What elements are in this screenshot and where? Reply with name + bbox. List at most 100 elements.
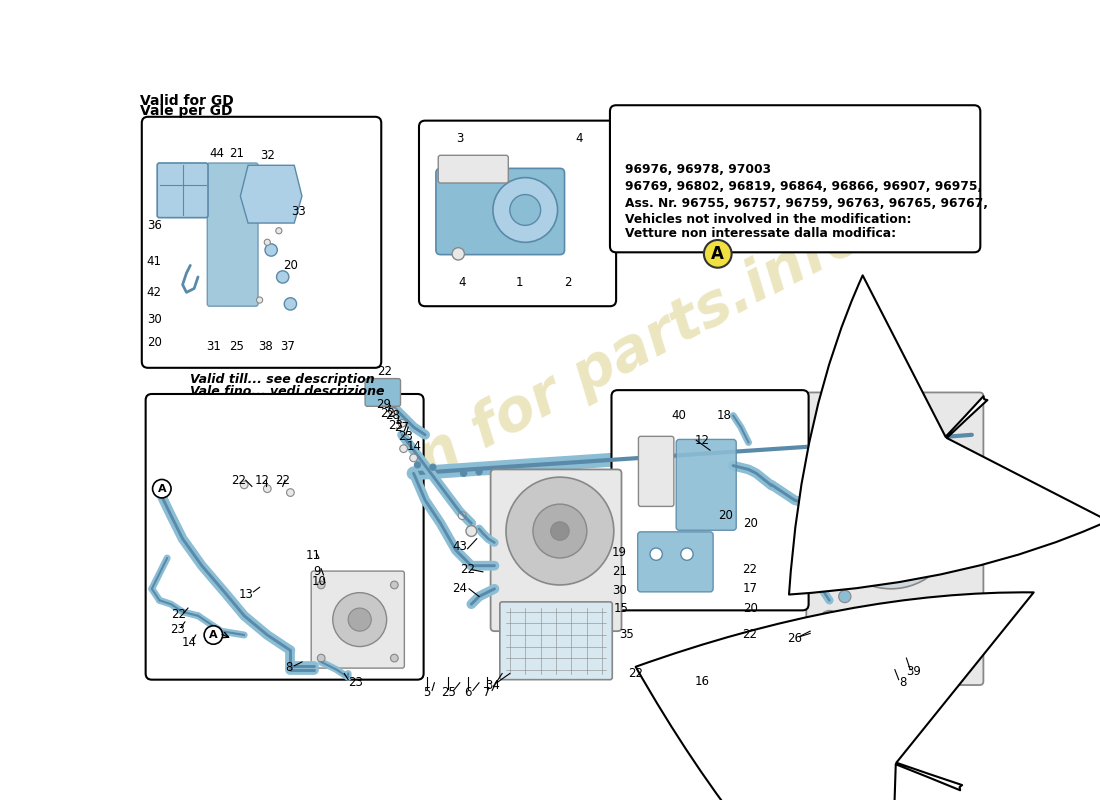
- Text: 12: 12: [254, 474, 270, 486]
- Text: 96769, 96802, 96819, 96864, 96866, 96907, 96975,: 96769, 96802, 96819, 96864, 96866, 96907…: [625, 180, 982, 194]
- Text: 26: 26: [788, 632, 802, 646]
- Text: Valid for GD: Valid for GD: [140, 94, 233, 108]
- Circle shape: [430, 464, 436, 470]
- Text: 96976, 96978, 97003: 96976, 96978, 97003: [625, 163, 771, 177]
- Text: 23: 23: [398, 430, 412, 443]
- Text: 22: 22: [275, 474, 290, 486]
- FancyBboxPatch shape: [491, 470, 622, 631]
- Text: 34: 34: [485, 678, 501, 691]
- Text: 11: 11: [306, 549, 321, 562]
- Text: Valid till... see description: Valid till... see description: [190, 374, 375, 386]
- Polygon shape: [842, 474, 895, 542]
- Circle shape: [256, 297, 263, 303]
- Text: 33: 33: [290, 205, 306, 218]
- Text: 43: 43: [452, 540, 468, 553]
- Circle shape: [493, 178, 558, 242]
- Text: 15: 15: [614, 602, 628, 614]
- Text: 30: 30: [612, 584, 627, 597]
- Circle shape: [318, 581, 326, 589]
- FancyBboxPatch shape: [638, 436, 674, 506]
- Text: 5: 5: [424, 686, 430, 699]
- Circle shape: [284, 298, 297, 310]
- Circle shape: [821, 610, 838, 629]
- Text: 35: 35: [619, 629, 635, 642]
- FancyBboxPatch shape: [438, 155, 508, 183]
- Text: Vale per GD: Vale per GD: [140, 104, 233, 118]
- Text: Vehicles not involved in the modification:: Vehicles not involved in the modificatio…: [625, 213, 912, 226]
- Text: 1: 1: [515, 276, 522, 289]
- Polygon shape: [241, 166, 301, 223]
- Text: 7: 7: [483, 686, 491, 699]
- Circle shape: [848, 630, 857, 640]
- Text: 32: 32: [260, 149, 275, 162]
- Text: 24: 24: [452, 582, 468, 595]
- Text: 22: 22: [231, 474, 246, 486]
- FancyBboxPatch shape: [609, 106, 980, 252]
- Text: 4: 4: [575, 132, 583, 145]
- Text: 23: 23: [349, 676, 363, 690]
- Text: 22: 22: [460, 563, 475, 576]
- Text: 22: 22: [742, 563, 758, 576]
- Text: 17: 17: [742, 582, 758, 595]
- Circle shape: [825, 458, 957, 589]
- Circle shape: [389, 408, 397, 415]
- FancyBboxPatch shape: [142, 117, 382, 368]
- Circle shape: [318, 654, 326, 662]
- Circle shape: [838, 590, 851, 602]
- Circle shape: [534, 504, 587, 558]
- Text: 22: 22: [377, 365, 393, 378]
- Text: A: A: [209, 630, 218, 640]
- Text: 8: 8: [285, 661, 293, 674]
- FancyBboxPatch shape: [207, 163, 258, 306]
- Circle shape: [466, 526, 476, 537]
- Text: 30: 30: [146, 313, 162, 326]
- Circle shape: [452, 248, 464, 260]
- Text: A: A: [712, 245, 724, 263]
- Text: 37: 37: [280, 340, 296, 353]
- Text: 20: 20: [283, 259, 298, 272]
- Text: 14: 14: [407, 440, 422, 453]
- FancyBboxPatch shape: [612, 390, 808, 610]
- Circle shape: [276, 228, 282, 234]
- Text: 44: 44: [210, 147, 224, 160]
- Circle shape: [205, 626, 222, 644]
- Text: 18: 18: [716, 409, 732, 422]
- Text: 21: 21: [612, 566, 627, 578]
- Text: passion for parts.info: passion for parts.info: [222, 205, 874, 588]
- Circle shape: [849, 481, 933, 566]
- Text: 8: 8: [899, 676, 906, 690]
- FancyBboxPatch shape: [436, 168, 564, 254]
- Circle shape: [276, 270, 289, 283]
- Circle shape: [681, 548, 693, 560]
- Text: 19: 19: [612, 546, 627, 559]
- FancyBboxPatch shape: [365, 378, 400, 406]
- FancyBboxPatch shape: [157, 163, 208, 218]
- Text: 20: 20: [742, 602, 758, 614]
- Text: 23: 23: [169, 623, 185, 636]
- Circle shape: [461, 470, 466, 476]
- Text: 14: 14: [182, 636, 196, 650]
- FancyBboxPatch shape: [676, 439, 736, 530]
- Text: 28: 28: [385, 409, 400, 422]
- Circle shape: [398, 419, 406, 427]
- Text: 10: 10: [311, 574, 327, 587]
- Text: 31: 31: [206, 340, 221, 353]
- Text: 2: 2: [564, 276, 571, 289]
- Circle shape: [333, 593, 387, 646]
- Circle shape: [264, 239, 271, 246]
- Text: Vale fino... vedi descrizione: Vale fino... vedi descrizione: [190, 385, 385, 398]
- FancyBboxPatch shape: [145, 394, 424, 680]
- Circle shape: [551, 522, 569, 540]
- FancyBboxPatch shape: [311, 571, 405, 668]
- Text: 42: 42: [146, 286, 162, 299]
- Text: 9: 9: [314, 565, 321, 578]
- Text: 6: 6: [464, 686, 471, 699]
- Circle shape: [286, 489, 295, 496]
- Text: 20: 20: [742, 517, 758, 530]
- Circle shape: [409, 454, 418, 462]
- Circle shape: [390, 654, 398, 662]
- Text: 16: 16: [695, 674, 710, 688]
- Circle shape: [240, 481, 248, 489]
- FancyBboxPatch shape: [806, 393, 983, 685]
- Text: A: A: [157, 484, 166, 494]
